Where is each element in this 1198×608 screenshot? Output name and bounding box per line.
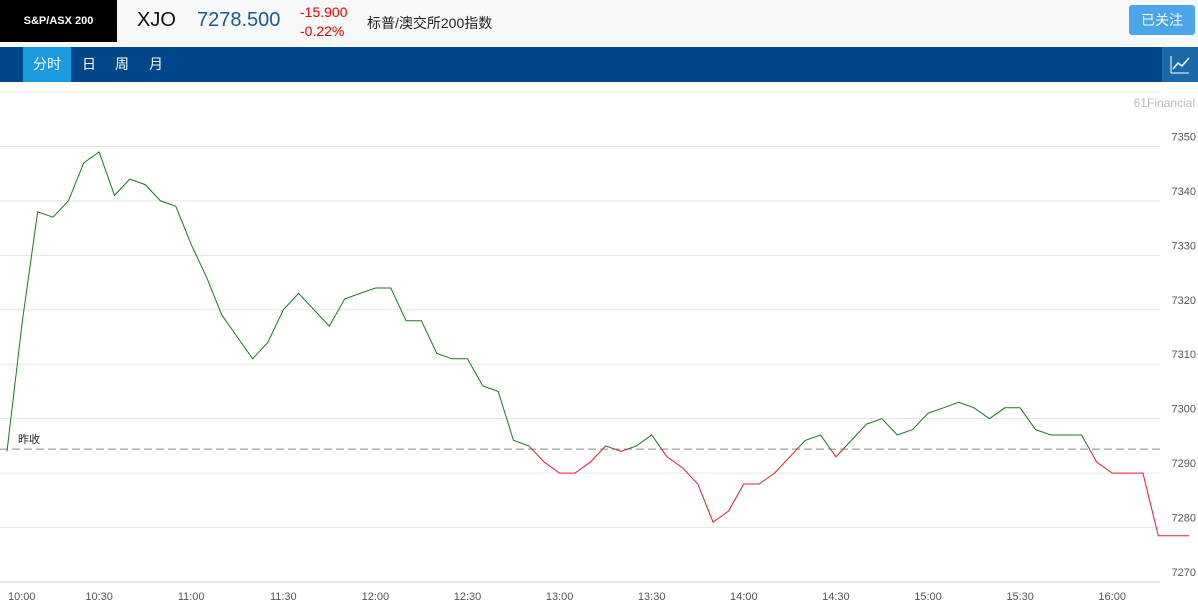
y-tick-label: 7280 (1172, 513, 1196, 525)
y-tick-label: 7300 (1172, 404, 1196, 416)
x-tick-label: 13:30 (638, 591, 666, 603)
x-tick-label: 12:30 (454, 591, 482, 603)
icon (1170, 56, 1190, 74)
index-name: 标普/澳交所200指数 (367, 15, 493, 31)
x-tick-label: 10:00 (8, 591, 36, 603)
x-tick-label: 12:00 (362, 591, 390, 603)
follow-button[interactable]: 已关注 (1129, 5, 1195, 35)
x-tick-label: 15:00 (914, 591, 942, 603)
symbol: XJO (137, 9, 176, 31)
prev-close-label: 昨收 (18, 432, 40, 446)
tab[interactable]: 日 (82, 56, 96, 72)
x-tick-label: 14:30 (822, 591, 850, 603)
watermark: 61Financial (1134, 96, 1195, 110)
tab[interactable]: 分时 (23, 47, 71, 82)
logo: S&P/ASX 200 (0, 0, 117, 42)
y-tick-label: 7290 (1172, 458, 1196, 470)
tab[interactable]: 月 (149, 56, 163, 72)
header: S&P/ASX 200 XJO 7278.500 -15.900 -0.22% 标… (0, 0, 1198, 45)
change: -15.900 -0.22% (300, 3, 347, 41)
tab-bar: 分时 日 周 月 (0, 47, 1198, 82)
y-tick-label: 7270 (1172, 567, 1196, 579)
x-tick-label: 16:00 (1098, 591, 1126, 603)
change-abs: -15.900 (300, 4, 348, 20)
chart-icon[interactable] (1162, 47, 1198, 82)
y-tick-label: 7320 (1172, 295, 1196, 307)
y-tick-label: 7340 (1172, 186, 1196, 198)
tab[interactable]: 周 (115, 56, 129, 72)
y-tick-label: 7330 (1172, 240, 1196, 252)
x-tick-label: 15:30 (1006, 591, 1034, 603)
chart: 61Financial 7270 7280 7290 7300 7310 7320 7330… (0, 91, 1196, 603)
x-tick-label: 11:00 (178, 591, 205, 603)
y-tick-label: 7350 (1172, 131, 1196, 143)
price: 7278.500 (197, 9, 281, 31)
price-line (6, 151, 1189, 537)
x-tick-label: 11:30 (270, 591, 297, 603)
x-tick-label: 13:00 (546, 591, 574, 603)
x-tick-label: 14:00 (730, 591, 758, 603)
x-tick-label: 10:30 (85, 591, 113, 603)
change-pct: -0.22% (300, 23, 345, 39)
y-tick-label: 7310 (1172, 349, 1196, 361)
